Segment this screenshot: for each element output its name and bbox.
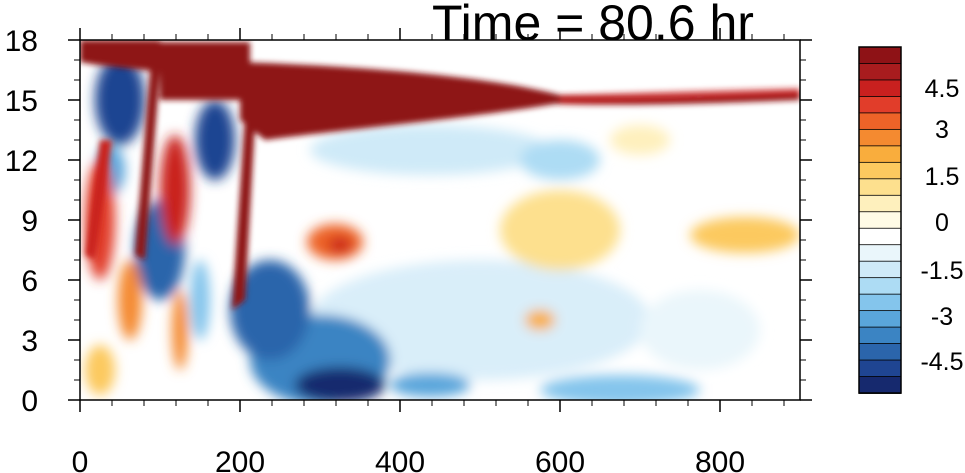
- colorbar-label: 3: [935, 116, 949, 144]
- colorbar-swatch: [858, 178, 902, 197]
- x-axis: 0 200 400 600 800: [72, 28, 785, 473]
- colorbar-frame: [858, 46, 902, 394]
- colorbar-swatch: [858, 310, 902, 328]
- colorbar-swatch: [858, 359, 902, 378]
- colorbar-swatch: [858, 145, 902, 164]
- y-tick-label: 0: [21, 385, 38, 418]
- colorbar-swatch: [858, 244, 902, 263]
- x-tick-label: 600: [535, 446, 585, 473]
- colorbar-swatch: [858, 194, 902, 213]
- colorbar-swatch: [858, 293, 902, 312]
- x-tick-label: 200: [215, 446, 265, 473]
- colorbar-label: -3: [931, 303, 953, 331]
- colorbar-swatch: [858, 326, 902, 345]
- y-tick-label: 6: [21, 265, 38, 298]
- y-tick-label: 18: [5, 25, 38, 58]
- colorbar-swatch: [858, 96, 902, 114]
- colorbar-label: 4.5: [925, 75, 960, 103]
- heatmap-field: [80, 40, 800, 400]
- colorbar-swatch: [858, 227, 902, 246]
- colorbar-swatch: [858, 161, 902, 180]
- colorbar-swatch: [858, 277, 902, 296]
- y-tick-label: 9: [21, 205, 38, 238]
- colorbar-label: 1.5: [925, 163, 960, 191]
- y-tick-label: 12: [5, 145, 38, 178]
- colorbar-swatch: [858, 211, 902, 230]
- colorbar-label: -4.5: [920, 348, 963, 376]
- colorbar-swatch: [858, 343, 902, 361]
- colorbar-label: -1.5: [920, 257, 963, 285]
- colorbar-swatch: [858, 128, 902, 147]
- colorbar-label: 0: [935, 209, 949, 237]
- colorbar: 4.5 3 1.5 0 -1.5 -3 -4.5: [858, 46, 964, 394]
- colorbar-swatch: [858, 376, 902, 394]
- colorbar-swatch: [858, 46, 902, 65]
- y-tick-label: 15: [5, 85, 38, 118]
- y-tick-label: 3: [21, 325, 38, 358]
- x-tick-label: 0: [72, 446, 89, 473]
- colorbar-swatch: [858, 79, 902, 98]
- colorbar-swatch: [858, 260, 902, 279]
- chart-title: Time = 80.6 hr: [432, 0, 754, 51]
- colorbar-swatch: [858, 63, 902, 81]
- colorbar-swatch: [858, 112, 902, 131]
- x-tick-label: 800: [695, 446, 745, 473]
- x-tick-label: 400: [375, 446, 425, 473]
- y-axis: 0 3 6 9 12 15 18: [5, 25, 812, 418]
